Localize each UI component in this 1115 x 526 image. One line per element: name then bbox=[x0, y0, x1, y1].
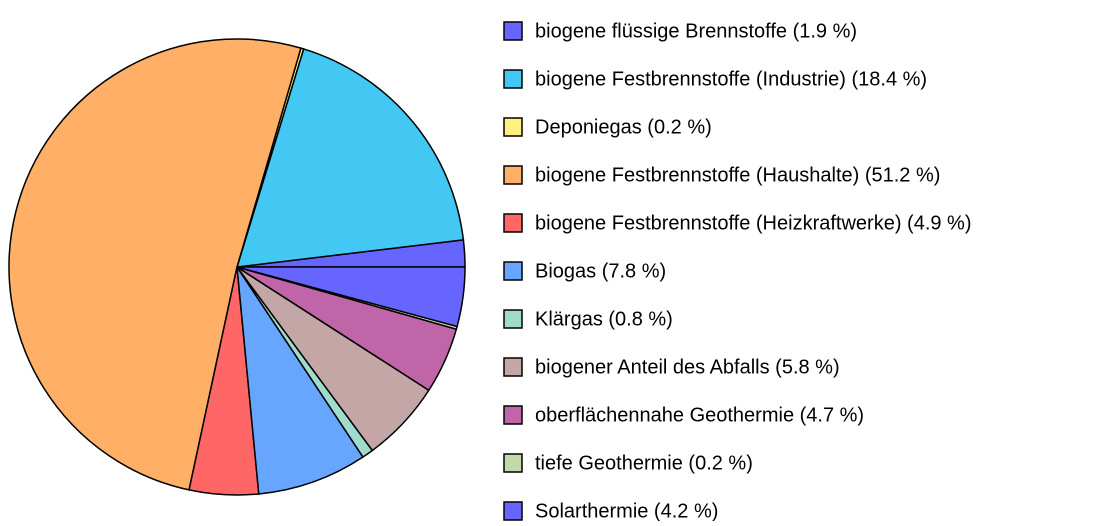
legend-label: Biogas (7.8 %) bbox=[535, 260, 666, 282]
legend-swatch bbox=[503, 405, 523, 425]
legend-swatch bbox=[503, 357, 523, 377]
pie-slice bbox=[235, 48, 465, 268]
legend-swatch bbox=[503, 165, 523, 185]
legend-label: biogene Festbrennstoffe (Industrie) (18.… bbox=[535, 68, 927, 90]
legend-swatch bbox=[503, 501, 523, 521]
legend-label: biogene flüssige Brennstoffe (1.9 %) bbox=[535, 20, 857, 42]
legend-label: biogener Anteil des Abfalls (5.8 %) bbox=[535, 356, 840, 378]
legend-swatch bbox=[503, 309, 523, 329]
legend-label: Klärgas (0.8 %) bbox=[535, 308, 673, 330]
legend-label: biogene Festbrennstoffe (Haushalte) (51.… bbox=[535, 164, 940, 186]
pie-slice bbox=[8, 38, 302, 491]
legend-swatch bbox=[503, 213, 523, 233]
legend-swatch bbox=[503, 261, 523, 281]
legend-swatch bbox=[503, 453, 523, 473]
pie-slice bbox=[236, 266, 466, 328]
pie-slice bbox=[236, 266, 365, 495]
legend-swatch bbox=[503, 117, 523, 137]
legend-label: oberflächennahe Geothermie (4.7 %) bbox=[535, 404, 864, 426]
legend-label: biogene Festbrennstoffe (Heizkraftwerke)… bbox=[535, 212, 972, 234]
legend-swatch bbox=[503, 21, 523, 41]
legend-label: Deponiegas (0.2 %) bbox=[535, 116, 712, 138]
legend-label: Solarthermie (4.2 %) bbox=[535, 500, 718, 521]
legend-label: tiefe Geothermie (0.2 %) bbox=[535, 452, 753, 474]
legend-swatch bbox=[503, 69, 523, 89]
